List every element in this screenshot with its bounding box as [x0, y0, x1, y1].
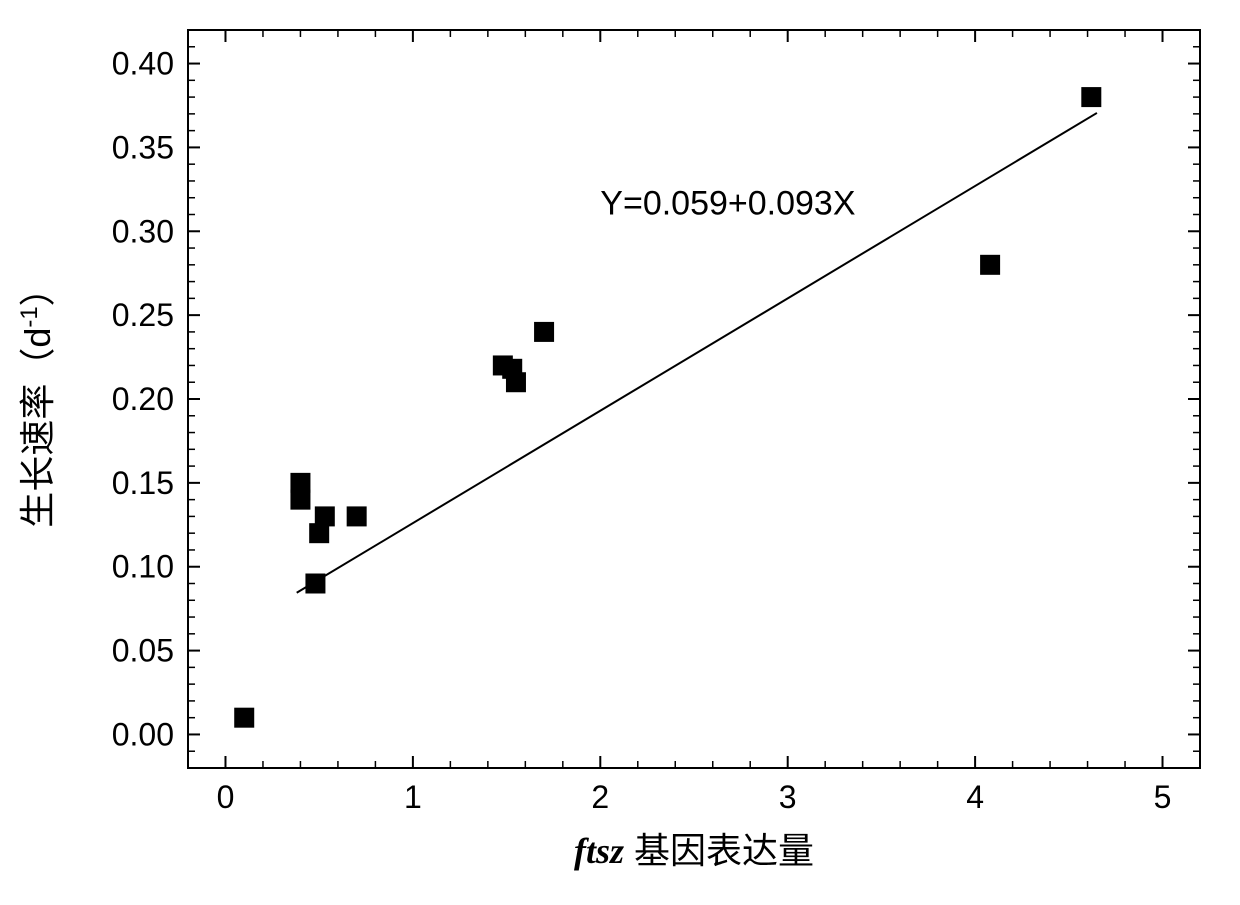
x-tick-label: 3	[779, 779, 797, 815]
data-point	[315, 506, 335, 526]
plot-border	[188, 30, 1200, 768]
x-tick-label: 0	[217, 779, 235, 815]
regression-equation: Y=0.059+0.093X	[600, 185, 855, 223]
data-point	[290, 473, 310, 493]
data-point	[1081, 87, 1101, 107]
y-tick-label: 0.10	[112, 549, 174, 585]
chart-svg: 0 1 2 3 4 5 0.00 0.05 0.10 0.15 0.20 0.25 0.30 0.35 0.…	[0, 0, 1240, 905]
data-point	[506, 372, 526, 392]
y-tick-label: 0.20	[112, 381, 174, 417]
y-tick-label: 0.35	[112, 129, 174, 165]
y-tick-label: 0.25	[112, 297, 174, 333]
data-point	[305, 574, 325, 594]
y-axis-label: 生长速率（d-1）	[16, 270, 59, 527]
data-point	[534, 322, 554, 342]
data-point	[347, 506, 367, 526]
y-tick-label: 0.15	[112, 465, 174, 501]
x-tick-label: 1	[404, 779, 422, 815]
scatter-chart: 0 1 2 3 4 5 0.00 0.05 0.10 0.15 0.20 0.25 0.30 0.35 0.…	[0, 0, 1240, 905]
x-tick-label: 5	[1154, 779, 1172, 815]
x-axis-label: ftsz 基因表达量	[574, 830, 814, 871]
y-tick-label: 0.30	[112, 213, 174, 249]
y-tick-label: 0.40	[112, 46, 174, 82]
x-tick-label: 2	[591, 779, 609, 815]
data-point	[234, 708, 254, 728]
y-tick-label: 0.00	[112, 716, 174, 752]
y-tick-label: 0.05	[112, 633, 174, 669]
data-point	[980, 255, 1000, 275]
x-tick-label: 4	[966, 779, 984, 815]
